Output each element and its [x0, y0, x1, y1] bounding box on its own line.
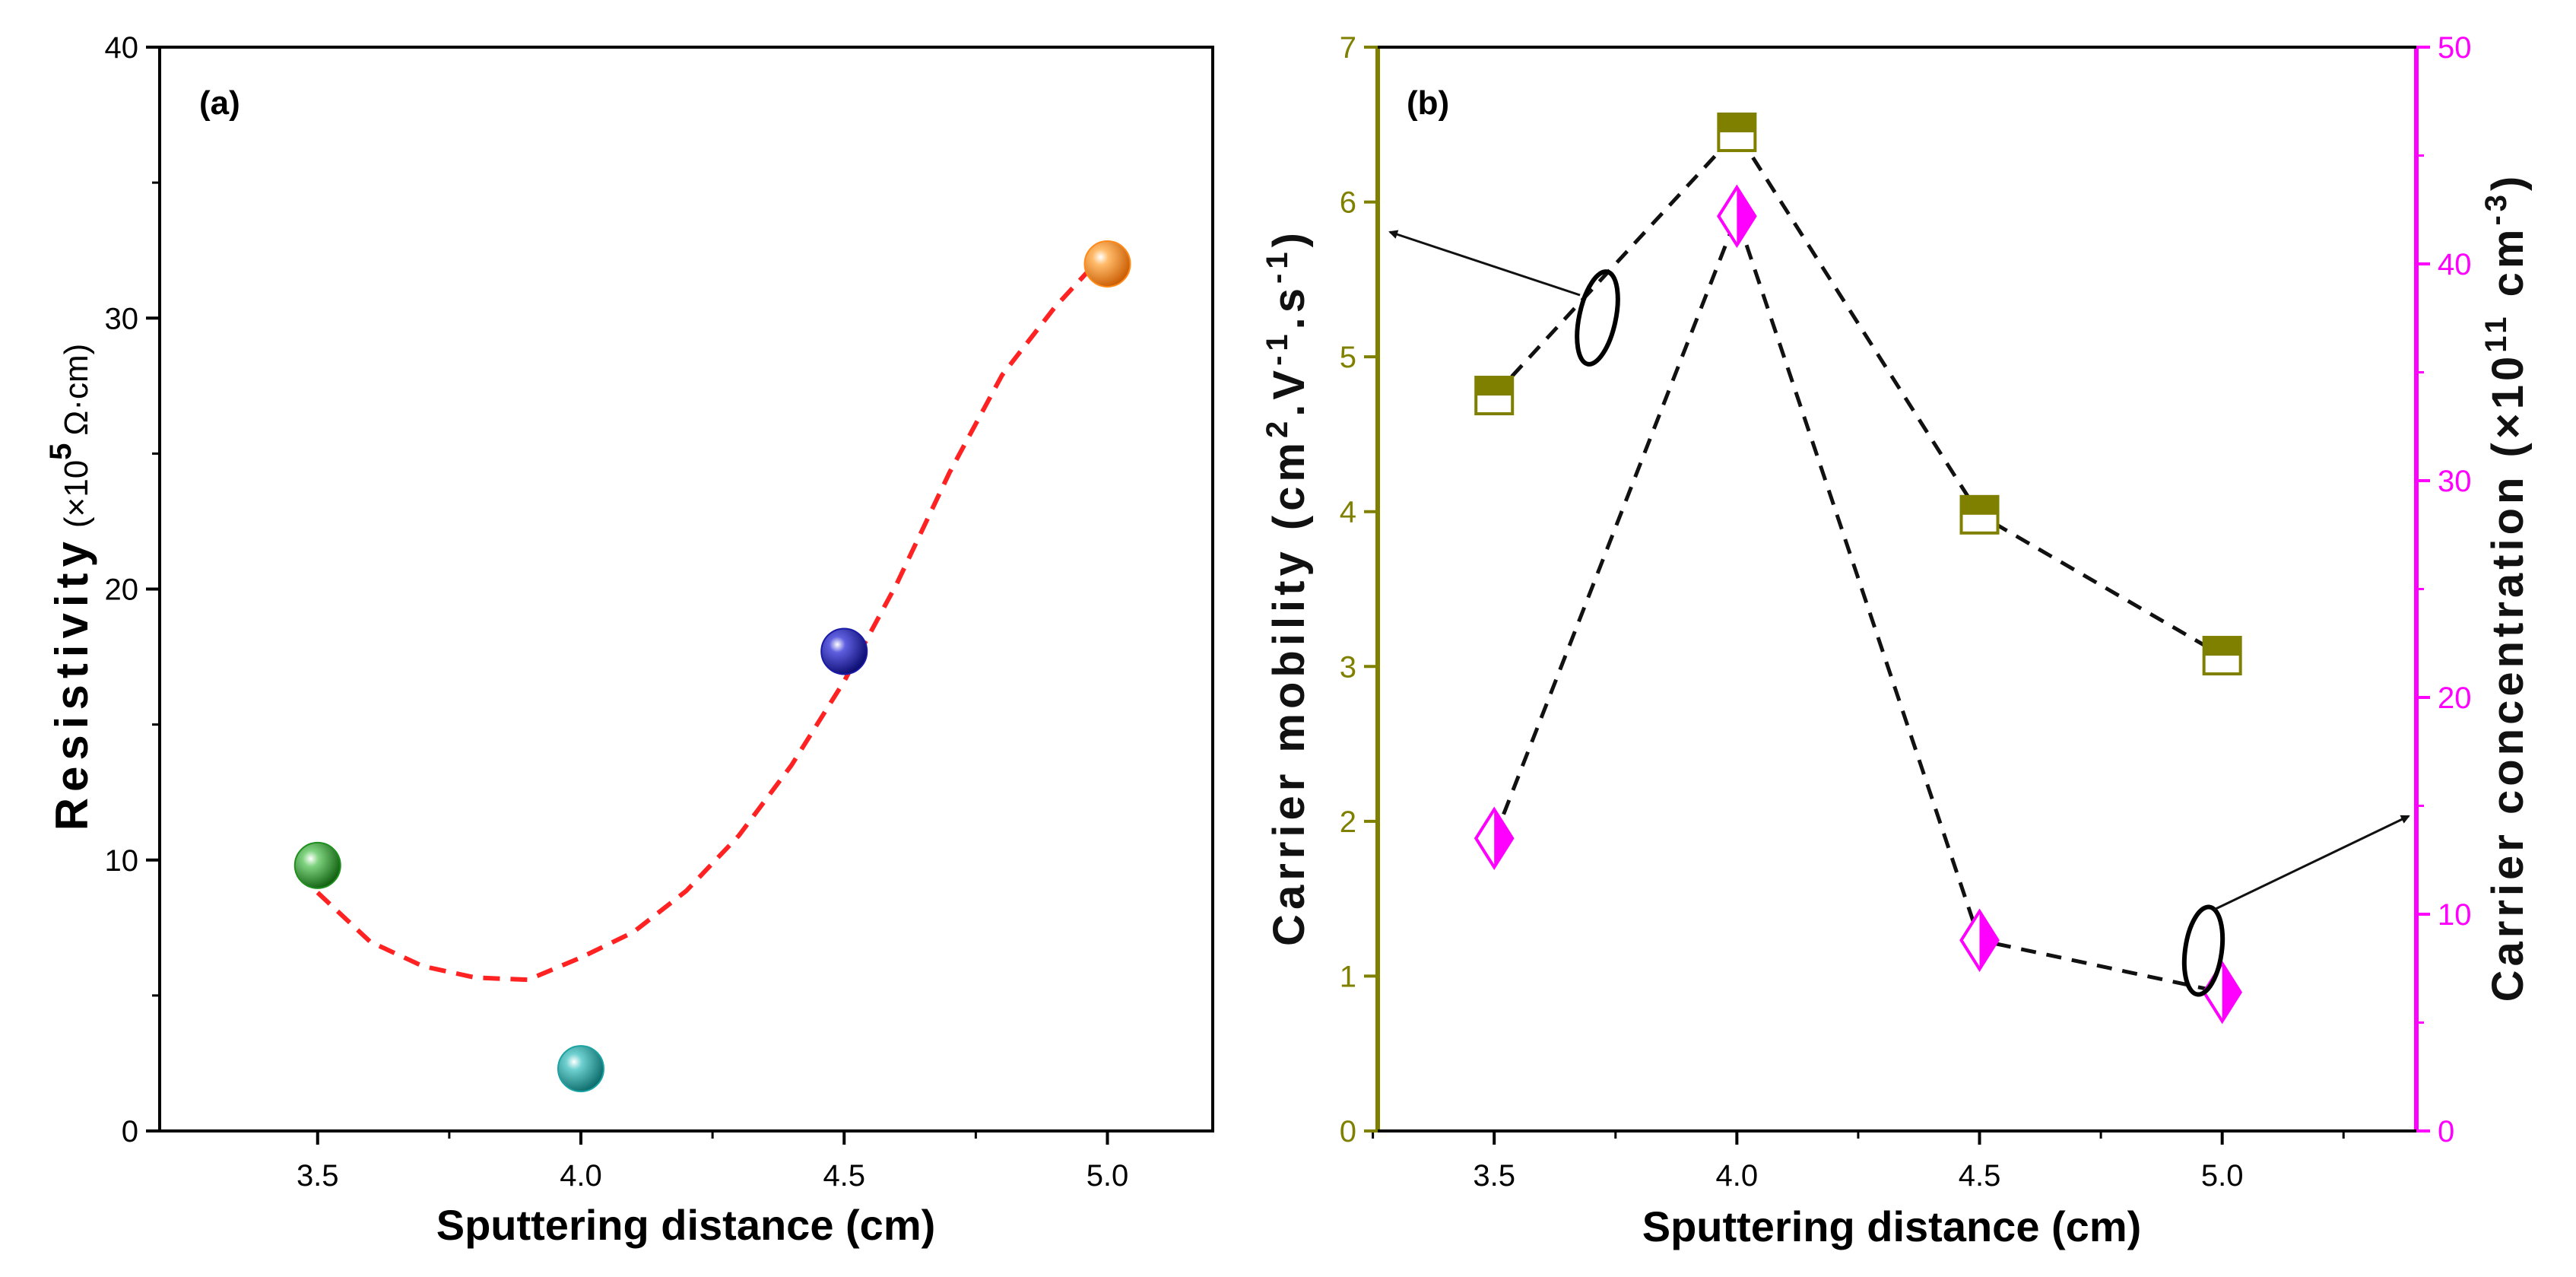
panel-a-x-ticks: 3.5 4.0 4.5 5.0 [297, 1131, 1128, 1193]
panel-b-left-axis-title: Carrier mobility (cm2.V-1.s-1) [1261, 228, 1314, 946]
mobility-unit-exp-v: -1 [1261, 329, 1294, 366]
panel-b-x-axis-title: Sputtering distance (cm) [1642, 1202, 2142, 1250]
panel-b-x-ticks: 3.5 4.0 4.5 5.0 [1372, 1131, 2345, 1193]
panel-b-right-tick-label: 20 [2438, 681, 2472, 715]
panel-b-x-tick-label: 4.0 [1716, 1159, 1759, 1193]
concentration-unit-exp-3: -3 [2479, 191, 2513, 226]
concentration-marker [1474, 806, 1515, 870]
concentration-marker [1959, 908, 2000, 972]
resistivity-point [557, 1045, 604, 1093]
mobility-marker [1959, 494, 2000, 535]
mobility-markers [1474, 112, 2242, 676]
panel-a-y-tick-label: 40 [105, 31, 139, 65]
panel-a-x-axis-title: Sputtering distance (cm) [436, 1201, 936, 1249]
concentration-callout-arrow [2213, 815, 2410, 911]
concentration-unit-exp-11: 11 [2479, 313, 2513, 352]
concentration-marker [2202, 960, 2243, 1024]
panel-b-right-axis-title: Carrier concentration (×1011 cm-3) [2479, 173, 2533, 1002]
panel-b-left-tick-label: 3 [1340, 650, 1356, 684]
resistivity-title-text: Resistivity [46, 535, 97, 831]
panel-b-label: (b) [1407, 84, 1449, 122]
concentration-callout-ellipse [2181, 904, 2225, 997]
mobility-unit-exp-2: 2 [1261, 417, 1294, 438]
panel-b-right-tick-label: 0 [2438, 1115, 2454, 1148]
panel-a-y-axis-title: Resistivity (×105 Ω·cm) [44, 344, 97, 831]
panel-b-left-tick-label: 7 [1340, 31, 1356, 65]
concentration-markers [1474, 184, 2243, 1024]
panel-a-y-ticks: 0 10 20 30 40 [105, 31, 160, 1148]
panel-b-x-tick-label: 4.5 [1959, 1159, 2001, 1193]
resistivity-unit-prefix: (×10 [58, 460, 95, 528]
panel-a-plot-area [158, 46, 1214, 1132]
panel-a-y-tick-label: 10 [105, 844, 139, 878]
panel-a-y-tick-label: 30 [105, 302, 139, 335]
panel-a-x-tick-label: 4.0 [560, 1159, 602, 1193]
resistivity-point [820, 627, 868, 675]
concentration-unit-close: ) [2483, 173, 2533, 191]
panel-b-left-tick-label: 4 [1340, 496, 1356, 529]
mobility-unit-exp-s: -1 [1261, 247, 1294, 284]
panel-b-x-tick-label: 3.5 [1473, 1159, 1515, 1193]
concentration-connector-line [1492, 210, 2223, 995]
mobility-callout-arrow [1388, 230, 1581, 297]
panel-a-y-tick-label: 0 [122, 1115, 138, 1148]
resistivity-point [293, 841, 341, 889]
panel-a-x-tick-label: 3.5 [297, 1159, 339, 1193]
resistivity-points [293, 240, 1131, 1093]
panel-a-x-tick-label: 4.5 [823, 1159, 865, 1193]
panel-b-right-tick-label: 40 [2438, 248, 2472, 281]
panel-b-left-tick-label: 5 [1340, 341, 1356, 374]
panel-b-x-tick-label: 5.0 [2201, 1159, 2244, 1193]
concentration-unit-cm: cm [2483, 226, 2533, 313]
resistivity-unit-tail: Ω·cm) [58, 344, 95, 436]
resistivity-point [1083, 240, 1131, 287]
panel-b-right-tick-label: 30 [2438, 465, 2472, 498]
mobility-title-text: Carrier mobility (cm [1264, 438, 1314, 946]
mobility-marker [2202, 636, 2242, 676]
panel-b-right-tick-label: 50 [2438, 31, 2472, 65]
mobility-unit-close: ) [1264, 228, 1314, 247]
panel-b-right-tick-label: 10 [2438, 898, 2472, 932]
mobility-unit-s: .s [1264, 284, 1314, 329]
panel-a-y-tick-label: 20 [105, 573, 139, 607]
mobility-callout-ellipse [1575, 269, 1620, 367]
resistivity-unit-exponent: 5 [44, 443, 78, 460]
panel-b-left-tick-label: 0 [1340, 1115, 1356, 1148]
panel-a: (a) 3.5 4.0 4.5 5.0 0 10 20 30 40 Sputtering di… [44, 31, 1214, 1249]
panel-b-left-tick-label: 1 [1340, 960, 1356, 993]
panel-a-label: (a) [199, 84, 240, 122]
panel-a-x-tick-label: 5.0 [1087, 1159, 1129, 1193]
panel-b: (b) 3.5 4.0 4.5 5.0 0 1 2 3 4 5 6 7 0 10 20 30 40 50 Sp… [1261, 31, 2533, 1250]
panel-b-left-tick-label: 2 [1340, 805, 1356, 839]
concentration-title-text: Carrier concentration (×10 [2483, 353, 2533, 1002]
panel-b-left-ticks: 0 1 2 3 4 5 6 7 [1340, 31, 1378, 1148]
panel-b-left-tick-label: 6 [1340, 186, 1356, 220]
concentration-marker [1716, 184, 1757, 249]
mobility-unit-v: .V [1264, 366, 1314, 417]
resistivity-fit-curve [316, 249, 1109, 983]
panel-b-right-ticks: 0 10 20 30 40 50 [2416, 31, 2472, 1148]
mobility-marker [1474, 376, 1515, 416]
mobility-marker [1717, 112, 1757, 152]
